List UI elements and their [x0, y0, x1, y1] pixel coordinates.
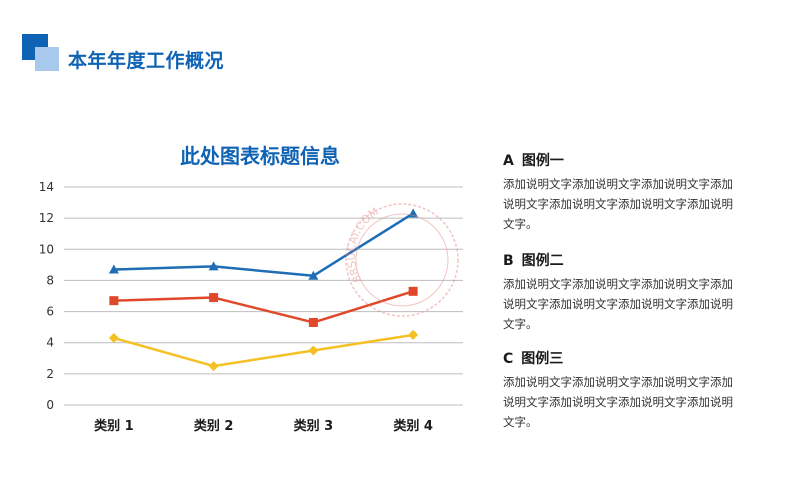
- legend-description: 添加说明文字添加说明文字添加说明文字添加说明文字添加说明文字添加说明文字添加说明…: [503, 277, 733, 331]
- legend-description: 添加说明文字添加说明文字添加说明文字添加说明文字添加说明文字添加说明文字添加说明…: [503, 177, 733, 231]
- y-tick-label: 4: [46, 336, 54, 350]
- y-tick-label: 8: [46, 273, 54, 287]
- x-tick-label: 类别 2: [194, 418, 234, 434]
- page-title: 本年年度工作概况: [68, 50, 225, 72]
- data-point: [208, 361, 219, 372]
- legend-letter: B: [503, 253, 514, 269]
- legend-name: 图例二: [521, 253, 564, 269]
- data-point: [108, 333, 119, 344]
- y-tick-label: 0: [46, 398, 54, 412]
- data-point: [308, 345, 319, 356]
- x-tick-label: 类别 4: [393, 418, 433, 434]
- y-tick-label: 12: [39, 211, 54, 225]
- data-point: [208, 261, 219, 271]
- y-tick-label: 6: [46, 305, 54, 319]
- data-point: [109, 296, 119, 306]
- legend-heading: A 图例一: [503, 150, 743, 170]
- data-point: [408, 329, 419, 340]
- series-line: [113, 290, 414, 324]
- data-point: [308, 317, 318, 327]
- legend-description: 添加说明文字添加说明文字添加说明文字添加说明文字添加说明文字添加说明文字添加说明…: [503, 375, 733, 429]
- legend-item-a: A 图例一 添加说明文字添加说明文字添加说明文字添加说明文字添加说明文字添加说明文…: [503, 150, 743, 234]
- legend-item-c: C 图例三 添加说明文字添加说明文字添加说明文字添加说明文字添加说明文字添加说明文…: [503, 348, 743, 432]
- x-tick-label: 类别 1: [94, 418, 134, 434]
- y-tick-label: 14: [39, 180, 54, 194]
- legend-heading: C 图例三: [503, 348, 743, 368]
- logo-icon: [22, 34, 62, 74]
- data-point: [108, 264, 119, 274]
- y-tick-label: 2: [46, 367, 54, 381]
- series-line: [113, 333, 414, 368]
- data-point: [308, 270, 319, 280]
- chart-area: 此处图表标题信息 0 2 4 6 8 10 12 14 类别 1 类别 2 类别 3 类别 4: [0, 130, 480, 450]
- series-line: [113, 212, 414, 278]
- chart-title: 此处图表标题信息: [180, 144, 340, 168]
- legend-heading: B 图例二: [503, 250, 743, 270]
- y-tick-label: 10: [39, 242, 54, 256]
- x-tick-label: 类别 3: [294, 418, 334, 434]
- svg-text:88SUCAI.COM: 88SUCAI.COM: [345, 205, 381, 285]
- legend-name: 图例一: [521, 153, 564, 169]
- watermark-text: 88SUCAI.COM: [345, 205, 381, 285]
- legend-name: 图例三: [521, 351, 564, 367]
- watermark-stamp-icon: 88SUCAI.COM: [345, 203, 459, 317]
- line-chart: 0 2 4 6 8 10 12 14 类别 1 类别 2 类别 3 类别 4: [39, 180, 463, 434]
- logo-square-light: [35, 47, 59, 71]
- legend-letter: A: [503, 153, 514, 169]
- data-point: [209, 293, 219, 303]
- data-point: [408, 286, 418, 296]
- legend-item-b: B 图例二 添加说明文字添加说明文字添加说明文字添加说明文字添加说明文字添加说明文…: [503, 250, 743, 334]
- legend-letter: C: [503, 351, 514, 367]
